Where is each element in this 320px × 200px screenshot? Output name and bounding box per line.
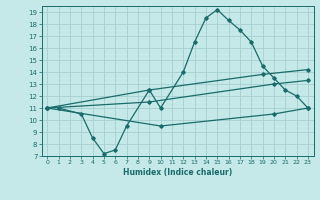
X-axis label: Humidex (Indice chaleur): Humidex (Indice chaleur) <box>123 168 232 177</box>
